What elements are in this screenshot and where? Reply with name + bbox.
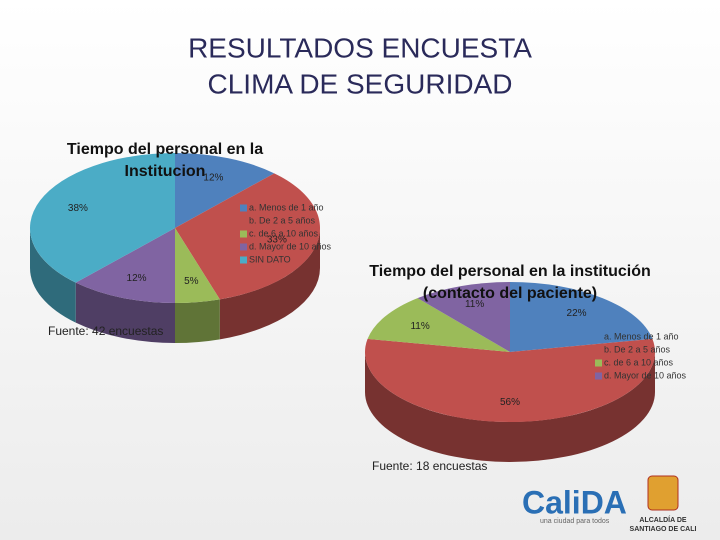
- legend-label: SIN DATO: [249, 254, 291, 264]
- legend-label: d. Mayor de 10 años: [249, 241, 332, 251]
- seal-icon: [647, 475, 679, 511]
- slice: [510, 282, 653, 352]
- legend-label: a. Menos de 1 año: [249, 202, 324, 212]
- source-note: Fuente: 42 encuestas: [48, 324, 163, 338]
- slice: [367, 298, 510, 352]
- slice: [417, 282, 510, 352]
- data-label: 5%: [184, 276, 199, 287]
- legend-swatch: [240, 204, 247, 212]
- data-label: 11%: [410, 321, 429, 332]
- legend-label: a. Menos de 1 año: [604, 331, 679, 341]
- data-label: 22%: [567, 308, 587, 319]
- slice-side: [30, 228, 76, 323]
- slice: [175, 173, 321, 300]
- legend-swatch: [240, 256, 247, 264]
- slice: [175, 228, 220, 303]
- data-label: 38%: [68, 203, 88, 214]
- chart-title: Institucion: [125, 163, 206, 180]
- slice: [175, 153, 275, 228]
- chart-title: (contacto del paciente): [423, 285, 597, 302]
- brand-tagline: una ciudad para todos: [540, 518, 610, 525]
- legend-label: c. de 6 a 10 años: [249, 228, 319, 238]
- slice-side: [365, 352, 655, 462]
- legend-swatch: [595, 372, 602, 380]
- legend-swatch: [240, 217, 247, 225]
- legend-label: d. Mayor de 10 años: [604, 370, 687, 380]
- slice-side: [219, 228, 320, 340]
- slice: [365, 338, 655, 423]
- legend-swatch: [240, 230, 247, 238]
- source-note: Fuente: 18 encuestas: [372, 459, 487, 473]
- legend-swatch: [595, 359, 602, 367]
- data-label: 56%: [500, 397, 520, 408]
- slide-title: CLIMA DE SEGURIDAD: [208, 68, 513, 99]
- chart-title: Tiempo del personal en la institución: [369, 263, 651, 280]
- seal-text: ALCALDÍA DE: [639, 515, 687, 524]
- data-label: 33%: [267, 234, 287, 245]
- slide-title: RESULTADOS ENCUESTA: [188, 32, 532, 63]
- legend-swatch: [240, 243, 247, 251]
- brand-logo: CaliDA: [522, 484, 627, 520]
- seal-text: SANTIAGO DE CALI: [630, 526, 697, 533]
- data-label: 12%: [127, 273, 147, 284]
- legend-label: b. De 2 a 5 años: [249, 215, 316, 225]
- data-label: 12%: [203, 172, 223, 183]
- slice: [30, 153, 175, 283]
- legend-label: c. de 6 a 10 años: [604, 357, 674, 367]
- slice-side: [175, 299, 220, 343]
- chart-title: Tiempo del personal en la: [67, 141, 263, 158]
- data-label: 11%: [465, 299, 484, 310]
- legend-label: b. De 2 a 5 años: [604, 344, 671, 354]
- legend-swatch: [595, 333, 602, 341]
- slice-side: [75, 282, 175, 343]
- slice: [75, 228, 175, 303]
- legend-swatch: [595, 346, 602, 354]
